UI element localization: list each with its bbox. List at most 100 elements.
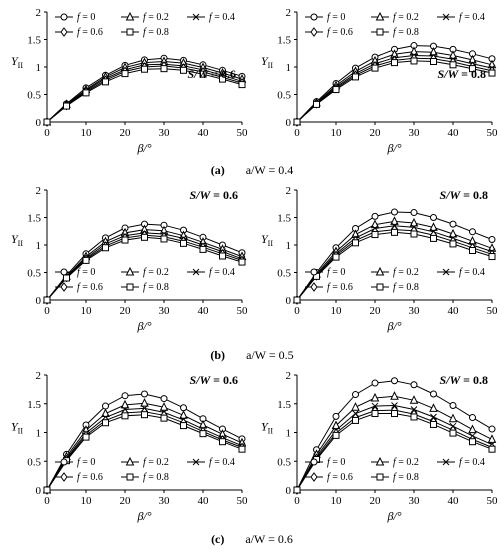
x-axis-label: β/° [386, 509, 401, 523]
legend-marker [60, 472, 68, 482]
data-point [238, 258, 246, 266]
data-point [82, 89, 90, 97]
x-tick-label: 0 [294, 495, 300, 507]
legend-label: f = 0.4 [209, 267, 235, 278]
y-axis-label: YII [261, 420, 273, 436]
legend-label: f = 0.8 [393, 472, 419, 483]
y-tick-label: 1 [286, 428, 292, 440]
data-point [390, 391, 399, 400]
data-point [102, 402, 109, 410]
data-point [159, 402, 169, 411]
chart-panel-c-right: 0 10 20 30 40 50 0 0.5 1 1.5 2 β/° YII f = 0 f = 0.2 f … [261, 370, 498, 523]
data-point [430, 234, 437, 242]
legend-marker [192, 458, 200, 466]
data-point [352, 239, 359, 247]
data-point [410, 209, 418, 217]
data-point [430, 58, 437, 65]
data-point [449, 429, 457, 437]
data-point [160, 65, 168, 73]
x-tick-label: 50 [487, 127, 499, 139]
legend-label: f = 0 [77, 457, 95, 468]
caption-text: a/W = 0.4 [245, 163, 294, 177]
x-tick-label: 0 [44, 127, 50, 139]
y-tick-label: 2 [36, 185, 42, 197]
caption-text: a/W = 0.5 [246, 348, 294, 362]
x-tick-label: 10 [81, 495, 93, 507]
data-point [449, 220, 457, 228]
x-tick-label: 30 [409, 305, 421, 317]
data-point [469, 414, 476, 422]
y-axis-label: YII [11, 54, 23, 70]
data-point [449, 240, 457, 248]
data-point [488, 236, 496, 243]
data-point [293, 118, 301, 126]
data-point [120, 399, 130, 409]
panel-annotation: S/W = 0.8 [439, 373, 488, 387]
y-tick-label: 0 [286, 117, 292, 129]
data-point [488, 425, 496, 433]
x-tick-label: 30 [159, 127, 171, 139]
x-axis-label: β/° [386, 319, 401, 333]
legend-label: f = 0 [327, 267, 345, 278]
legend-label: f = 0 [327, 12, 345, 23]
legend-marker-stroke [192, 268, 200, 276]
data-point [351, 402, 360, 411]
legend-marker-stroke [442, 13, 450, 21]
x-tick-label: 50 [237, 127, 249, 139]
x-tick-label: 20 [120, 127, 132, 139]
data-point [160, 414, 168, 422]
y-tick-label: 2 [286, 370, 292, 382]
data-point [293, 486, 301, 494]
data-point [180, 239, 187, 247]
data-point [371, 410, 379, 418]
legend-label: f = 0 [77, 267, 95, 278]
y-tick-label: 1 [286, 240, 292, 252]
legend-label: f = 0.6 [77, 472, 103, 483]
data-point [140, 398, 149, 407]
x-axis-label: β/° [136, 141, 151, 155]
y-tick-label: 0 [36, 295, 42, 307]
y-tick-label: 1 [286, 62, 292, 74]
chart-panel-b-left: 0 10 20 30 40 50 0 0.5 1 1.5 2 β/° YII f = 0 f = 0.2 f … [11, 185, 248, 333]
data-point [43, 486, 51, 494]
x-tick-label: 30 [409, 495, 421, 507]
legend-label: f = 0 [327, 457, 345, 468]
legend-marker [125, 266, 135, 276]
x-tick-label: 0 [44, 305, 50, 317]
data-point [488, 69, 496, 77]
y-tick-label: 2 [286, 7, 292, 19]
y-tick-label: 2 [286, 185, 292, 197]
data-point [180, 66, 187, 74]
data-point [488, 445, 496, 453]
data-point [313, 100, 320, 108]
x-axis-label: β/° [136, 319, 151, 333]
data-point [449, 401, 457, 409]
x-tick-label: 50 [487, 305, 499, 317]
x-tick-label: 40 [198, 127, 210, 139]
legend-label: f = 0 [77, 12, 95, 23]
data-point [102, 244, 109, 252]
y-tick-label: 0.5 [277, 456, 291, 468]
data-point [238, 445, 246, 453]
legend-marker-stroke [442, 458, 450, 466]
legend-label: f = 0.4 [459, 12, 485, 23]
data-point [469, 228, 476, 236]
data-point [430, 420, 437, 428]
x-tick-label: 30 [159, 305, 171, 317]
y-tick-label: 1 [36, 428, 42, 440]
data-point [410, 413, 418, 421]
data-point [199, 245, 207, 253]
legend-marker [375, 456, 385, 466]
caption-label: (c) [211, 532, 225, 546]
data-point [199, 70, 207, 78]
legend-label: f = 0.2 [393, 267, 419, 278]
legend-marker [126, 473, 134, 481]
data-point [121, 236, 129, 244]
data-point [370, 392, 380, 402]
legend-label: f = 0.8 [143, 472, 169, 483]
x-tick-label: 30 [409, 127, 421, 139]
data-point [487, 434, 497, 443]
y-tick-label: 0 [286, 485, 292, 497]
y-tick-label: 0.5 [27, 456, 41, 468]
